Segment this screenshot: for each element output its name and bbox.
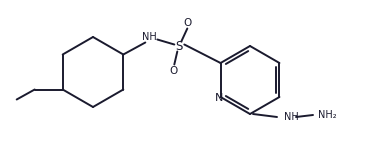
Text: NH: NH <box>142 32 157 41</box>
Text: O: O <box>183 17 192 28</box>
Text: N: N <box>215 93 224 103</box>
Text: S: S <box>176 40 183 53</box>
Text: NH: NH <box>284 112 299 122</box>
Text: O: O <box>169 66 177 77</box>
Text: NH₂: NH₂ <box>318 110 337 120</box>
